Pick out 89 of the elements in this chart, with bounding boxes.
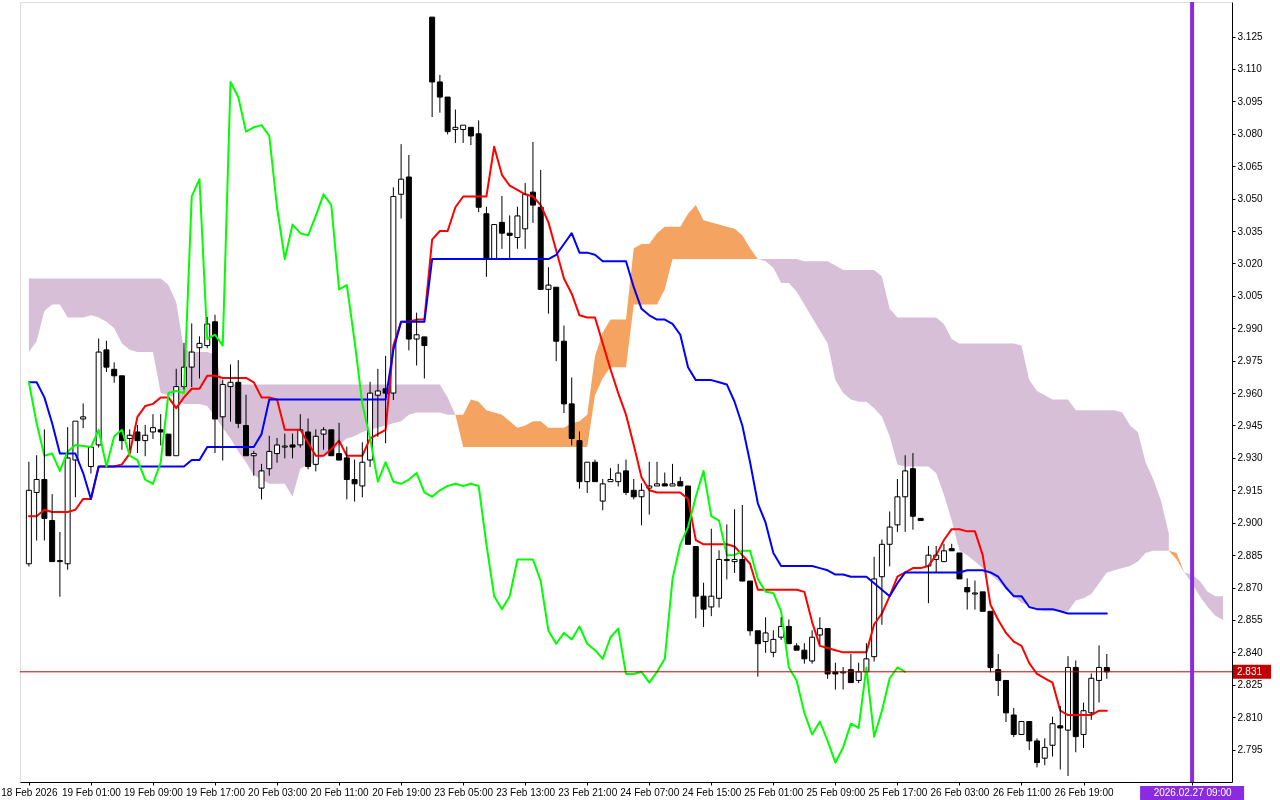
y-tick-label: 3.005 (1237, 290, 1263, 302)
x-tick-label: 23 Feb 05:00 (434, 786, 494, 798)
line-series (27, 80, 907, 764)
candlestick (964, 578, 971, 610)
x-tick-label: 19 Feb 09:00 (123, 786, 184, 798)
candlestick (956, 552, 963, 580)
y-tick-label: 2.900 (1237, 517, 1263, 529)
line-series (27, 145, 1108, 717)
candlestick (878, 539, 885, 625)
candlestick (258, 463, 265, 500)
y-tick-label: 2.990 (1237, 322, 1263, 334)
y-tick-label: 2.975 (1237, 355, 1263, 367)
candlestick (948, 543, 955, 552)
candlestick (274, 437, 281, 463)
candlestick (118, 375, 125, 450)
candlestick (560, 325, 567, 414)
candlestick (398, 144, 405, 219)
candlestick (87, 446, 94, 474)
y-tick-label: 2.795 (1237, 744, 1263, 756)
y-tick-label: 3.125 (1237, 31, 1263, 43)
y-tick-label: 2.870 (1237, 582, 1263, 594)
candlestick (1002, 679, 1009, 722)
candlestick (1065, 656, 1072, 777)
candlestick (188, 323, 195, 388)
x-tick-label: 2026.02.27 09:00 (1153, 786, 1232, 798)
x-tick-label: 24 Feb 15:00 (682, 786, 742, 798)
candlestick (49, 494, 56, 563)
x-tick-label: 26 Feb 03:00 (930, 786, 990, 798)
candlestick (886, 511, 893, 567)
ref-line-label: 2.831 (1237, 665, 1263, 677)
x-tick-label: 23 Feb 13:00 (496, 786, 556, 798)
x-tick-label: 20 Feb 19:00 (372, 786, 432, 798)
x-tick-label: 26 Feb 19:00 (1054, 786, 1114, 798)
x-tick-label: 20 Feb 11:00 (310, 786, 370, 798)
candlestick (111, 362, 118, 383)
y-tick-label: 2.960 (1237, 387, 1263, 399)
candlestick (1034, 738, 1041, 768)
candlestick (940, 543, 947, 563)
candlestick (336, 422, 343, 461)
candlestick (568, 377, 575, 446)
y-tick-label: 3.065 (1237, 160, 1263, 172)
candlestick (995, 654, 1002, 697)
candlestick (747, 580, 754, 636)
x-tick-label: 18 Feb 2026 (1, 786, 58, 798)
y-tick-label: 3.080 (1237, 128, 1263, 140)
y-tick-label: 3.020 (1237, 257, 1263, 269)
candlestick (785, 619, 792, 645)
candlestick (475, 120, 482, 213)
y-tick-label: 2.825 (1237, 679, 1263, 691)
candlestick (1041, 738, 1048, 766)
x-tick-label: 25 Feb 09:00 (806, 786, 866, 798)
y-tick-label: 3.095 (1237, 95, 1263, 107)
candlestick (80, 403, 87, 429)
x-tick-label: 25 Feb 01:00 (744, 786, 804, 798)
x-tick-label: 19 Feb 17:00 (186, 786, 246, 798)
y-tick-label: 3.110 (1237, 63, 1263, 75)
y-tick-label: 2.810 (1237, 711, 1263, 723)
candlestick (157, 414, 164, 446)
y-tick-label: 2.945 (1237, 419, 1263, 431)
y-tick-label: 2.885 (1237, 549, 1263, 561)
x-tick-label: 24 Feb 07:00 (620, 786, 680, 798)
y-tick-label: 2.840 (1237, 646, 1263, 658)
y-tick-label: 2.930 (1237, 452, 1263, 464)
candlestick (467, 126, 474, 146)
x-tick-label: 19 Feb 01:00 (61, 786, 122, 798)
y-tick-label: 3.035 (1237, 225, 1263, 237)
x-tick-label: 26 Feb 11:00 (992, 786, 1052, 798)
candlestick (429, 16, 436, 118)
candlestick (716, 550, 723, 608)
line-series (27, 232, 1108, 615)
candlestick (917, 517, 924, 522)
candlestick (591, 459, 598, 483)
candlestick (654, 461, 661, 487)
candlestick (599, 479, 606, 511)
candlestick (243, 394, 250, 457)
candlestick (498, 195, 505, 249)
y-tick-label: 2.855 (1237, 614, 1263, 626)
candlestick (971, 580, 978, 610)
candlestick (909, 453, 916, 530)
candlestick (211, 314, 218, 453)
y-tick-label: 2.915 (1237, 484, 1263, 496)
x-tick-label: 20 Feb 03:00 (248, 786, 308, 798)
x-tick-label: 25 Feb 17:00 (868, 786, 928, 798)
candlestick (623, 459, 629, 496)
x-tick-label: 23 Feb 21:00 (558, 786, 618, 798)
candlestick (266, 435, 273, 476)
candlestick (149, 414, 156, 439)
y-tick-label: 3.050 (1237, 193, 1263, 205)
candlestick (390, 187, 397, 401)
